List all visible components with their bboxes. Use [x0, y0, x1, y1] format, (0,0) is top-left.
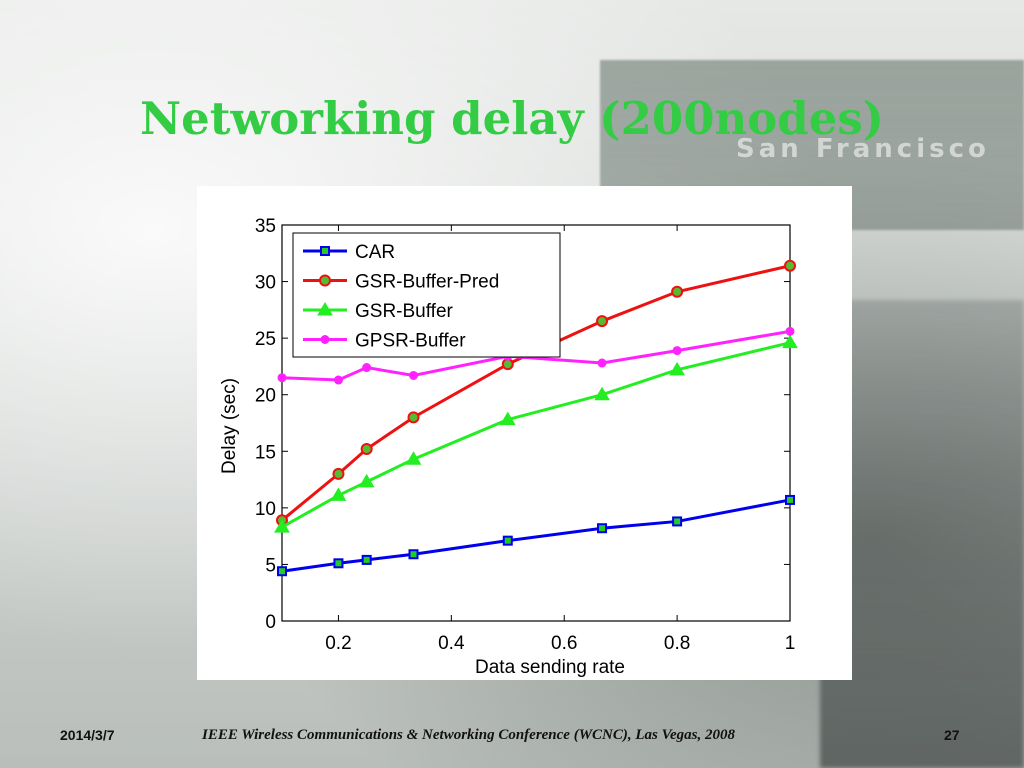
series-line [281, 329, 791, 382]
legend-label: GSR-Buffer-Pred [355, 272, 499, 293]
legend-swatch-marker [319, 274, 331, 287]
data-point [360, 443, 373, 456]
background-road [820, 300, 1024, 768]
x-tick-label: 0.6 [551, 633, 577, 654]
chart-legend: CAR GSR-Buffer-Pred GSR-Buffer GPSR-Buffer [292, 232, 561, 358]
y-tick-label: 0 [265, 612, 276, 633]
y-tick-label: 30 [255, 273, 276, 294]
legend-label: GSR-Buffer [355, 301, 454, 322]
y-tick-label: 35 [255, 216, 276, 237]
data-point [784, 259, 796, 272]
x-tick-label: 0.8 [664, 633, 690, 654]
series-gsr-buffer [274, 334, 798, 533]
y-tick-label: 20 [255, 386, 276, 407]
legend-swatch-marker [320, 246, 330, 256]
legend-entry: GPSR-Buffer [303, 331, 466, 352]
series-line [281, 264, 791, 522]
legend-entry: CAR [303, 242, 395, 263]
data-point [277, 566, 287, 577]
series-line [281, 498, 791, 573]
series-line [281, 341, 791, 529]
line-chart: 0 5 10 15 20 25 30 35 0.2 0.4 0.6 0.8 1 CAR GSR-Buff… [219, 216, 798, 678]
data-point [332, 467, 345, 480]
data-point [597, 358, 607, 368]
data-point [672, 516, 683, 527]
legend-entry: GSR-Buffer [303, 301, 454, 322]
legend-swatch-marker [317, 302, 333, 316]
y-tick-label: 10 [255, 499, 276, 520]
data-point [671, 285, 684, 298]
data-point [330, 487, 347, 501]
chart-panel: 0 5 10 15 20 25 30 35 0.2 0.4 0.6 0.8 1 CAR GSR-Buff… [197, 186, 852, 680]
data-point [499, 411, 516, 426]
y-tick-label: 5 [265, 555, 276, 576]
plot-border [281, 224, 791, 622]
slide-title: Networking delay (200nodes) [140, 92, 884, 145]
page-number: 27 [944, 727, 960, 743]
data-point [502, 535, 513, 546]
y-tick-label: 25 [255, 329, 276, 350]
data-point [785, 326, 795, 336]
data-point [407, 411, 420, 424]
data-point [596, 315, 609, 328]
x-axis-ticks: 0.2 0.4 0.6 0.8 1 [325, 225, 795, 654]
x-tick-label: 0.2 [325, 633, 351, 654]
legend-box [292, 232, 561, 358]
legend-entry: GSR-Buffer-Pred [303, 272, 499, 293]
data-point [361, 554, 372, 565]
data-point [277, 373, 287, 383]
x-axis-label: Data sending rate [475, 657, 625, 678]
data-point [358, 473, 375, 488]
plot-frame [281, 224, 791, 622]
footer-conference: IEEE Wireless Communications & Networkin… [202, 727, 735, 743]
y-axis-ticks: 0 5 10 15 20 25 30 35 [255, 216, 790, 633]
data-point [672, 346, 682, 356]
data-point [362, 363, 372, 373]
legend-label: CAR [355, 242, 395, 263]
y-tick-label: 15 [255, 442, 276, 463]
background-sign-text: San Francisco [736, 134, 990, 164]
series-layer [274, 259, 798, 577]
series-gpsr-buffer [277, 326, 795, 385]
data-point [594, 386, 610, 401]
data-point [274, 519, 290, 533]
data-point [333, 558, 344, 569]
footer-date: 2014/3/7 [60, 727, 115, 743]
data-point [669, 361, 685, 376]
data-point [782, 334, 798, 349]
y-axis-label: Delay (sec) [219, 378, 240, 474]
data-point [785, 494, 795, 505]
data-point [405, 451, 422, 465]
series-car [277, 494, 795, 577]
x-tick-label: 0.4 [438, 633, 465, 654]
x-tick-label: 1 [785, 633, 796, 654]
data-point [409, 370, 419, 380]
data-point [333, 375, 343, 385]
data-point [408, 549, 419, 560]
legend-swatch-marker [320, 335, 330, 344]
data-point [597, 523, 608, 534]
legend-label: GPSR-Buffer [355, 331, 466, 352]
series-gsr-buffer-pred [276, 259, 796, 527]
